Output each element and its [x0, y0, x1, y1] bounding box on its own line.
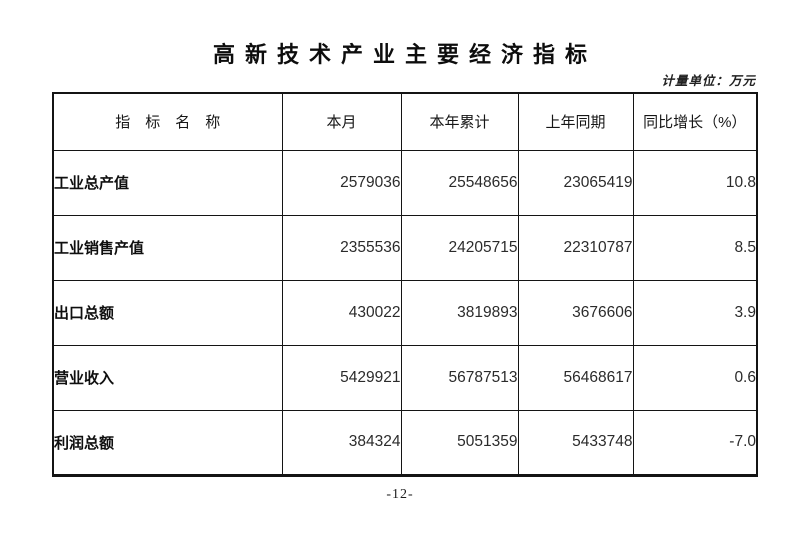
- indicators-table: 指 标 名 称 本月 本年累计 上年同期 同比增长（%） 工业总产值 25790…: [52, 92, 758, 477]
- prior-year-value: 56468617: [517, 344, 634, 411]
- column-header-indicator-name: 指 标 名 称: [52, 92, 283, 151]
- header-row: 指 标 名 称 本月 本年累计 上年同期 同比增长（%）: [52, 92, 758, 151]
- year-to-date-value: 5051359: [400, 409, 519, 476]
- current-month-value: 384324: [281, 409, 402, 476]
- indicator-name: 工业总产值: [52, 149, 283, 216]
- indicator-name: 营业收入: [52, 344, 283, 411]
- column-header-prior-year: 上年同期: [517, 92, 634, 151]
- year-to-date-value: 24205715: [400, 214, 519, 281]
- current-month-value: 5429921: [281, 344, 402, 411]
- current-month-value: 2579036: [281, 149, 402, 216]
- prior-year-value: 23065419: [517, 149, 634, 216]
- indicator-name: 利润总额: [52, 409, 283, 476]
- current-month-value: 2355536: [281, 214, 402, 281]
- indicator-name: 出口总额: [52, 279, 283, 346]
- unit-note: 计量单位：万元: [661, 74, 756, 88]
- prior-year-value: 22310787: [517, 214, 634, 281]
- year-to-date-value: 25548656: [400, 149, 519, 216]
- yoy-growth-value: 10.8: [632, 149, 758, 216]
- yoy-growth-value: 3.9: [632, 279, 758, 346]
- table-row: 利润总额 384324 5051359 5433748 -7.0: [52, 409, 758, 476]
- table-row: 出口总额 430022 3819893 3676606 3.9: [52, 279, 758, 346]
- prior-year-value: 5433748: [517, 409, 634, 476]
- table-row: 工业总产值 2579036 25548656 23065419 10.8: [52, 149, 758, 216]
- table-row: 营业收入 5429921 56787513 56468617 0.6: [52, 344, 758, 411]
- prior-year-value: 3676606: [517, 279, 634, 346]
- page-number: -12-: [386, 487, 414, 502]
- column-header-year-to-date: 本年累计: [400, 92, 519, 151]
- column-header-current-month: 本月: [281, 92, 402, 151]
- table-row: 工业销售产值 2355536 24205715 22310787 8.5: [52, 214, 758, 281]
- yoy-growth-value: 8.5: [632, 214, 758, 281]
- indicator-name: 工业销售产值: [52, 214, 283, 281]
- yoy-growth-value: 0.6: [632, 344, 758, 411]
- year-to-date-value: 56787513: [400, 344, 519, 411]
- yoy-growth-value: -7.0: [632, 409, 758, 476]
- year-to-date-value: 3819893: [400, 279, 519, 346]
- column-header-yoy-growth: 同比增长（%）: [632, 92, 758, 151]
- page-title: 高新技术产业主要经济指标: [212, 43, 597, 68]
- current-month-value: 430022: [281, 279, 402, 346]
